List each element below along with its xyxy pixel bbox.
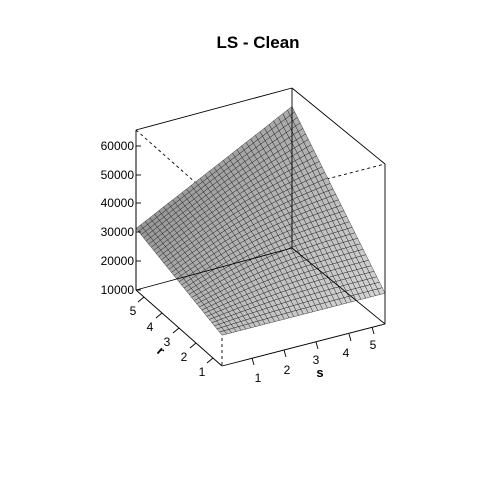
- s-tick: 3: [313, 341, 320, 367]
- box-edge-floor-front: [221, 323, 386, 367]
- z-tick: 50000: [101, 168, 141, 182]
- r-tick-label: 2: [181, 350, 188, 364]
- r-tick: 2: [181, 342, 197, 364]
- s-tick-label: 4: [343, 346, 350, 360]
- box-edge-floor-right: [291, 247, 386, 325]
- z-tick-label: 20000: [101, 254, 135, 268]
- s-tick: 4: [343, 333, 352, 360]
- s-tick-mark: [283, 349, 287, 358]
- z-tick-label: 60000: [101, 139, 135, 153]
- z-tick-label: 40000: [101, 196, 135, 210]
- r-tick-mark: [172, 327, 180, 334]
- s-axis: 1 2 3 4 5 s: [251, 326, 377, 385]
- s-tick-label: 2: [284, 363, 291, 377]
- z-axis: 10000 20000 30000 40000 50000 60000: [101, 139, 141, 297]
- r-tick-mark: [189, 342, 197, 349]
- surface-mesh: [135, 106, 386, 336]
- r-tick: 3: [164, 327, 180, 349]
- box-edge-right-top: [291, 87, 386, 165]
- box-edge-hidden-top: [135, 129, 223, 207]
- r-axis-label: r: [154, 343, 168, 358]
- z-tick-label: 30000: [101, 225, 135, 239]
- surface-cell: [377, 287, 386, 295]
- s-tick-label: 5: [370, 338, 377, 352]
- r-axis: 1 2 3 4 5 r: [130, 296, 214, 379]
- s-tick: 5: [370, 326, 377, 352]
- box-edge-back-top: [135, 87, 293, 131]
- z-tick-label: 10000: [101, 283, 135, 297]
- r-tick-mark: [206, 357, 214, 364]
- z-tick: 30000: [101, 225, 141, 239]
- z-tick: 20000: [101, 254, 141, 268]
- s-tick: 1: [251, 357, 262, 385]
- z-tick-label: 50000: [101, 168, 135, 182]
- s-tick-mark: [315, 341, 319, 350]
- s-tick-mark: [348, 333, 352, 342]
- r-tick: 1: [199, 357, 214, 379]
- s-tick-label: 3: [313, 353, 320, 367]
- z-tick: 60000: [101, 139, 141, 153]
- r-tick-mark: [155, 312, 163, 319]
- box-edge-floor-back: [135, 247, 293, 291]
- r-tick: 4: [147, 312, 163, 334]
- r-tick: 5: [130, 296, 145, 318]
- z-tick: 40000: [101, 196, 141, 210]
- s-tick-label: 1: [255, 371, 262, 385]
- chart-title: LS - Clean: [216, 33, 299, 52]
- z-tick: 10000: [101, 283, 141, 297]
- s-tick-mark: [251, 357, 255, 366]
- r-tick-label: 3: [164, 335, 171, 349]
- r-tick-label: 1: [199, 365, 206, 379]
- r-tick-mark: [137, 296, 145, 303]
- r-tick-label: 5: [130, 304, 137, 318]
- s-tick-mark: [371, 326, 375, 335]
- r-tick-label: 4: [147, 320, 154, 334]
- s-tick: 2: [283, 349, 291, 377]
- s-axis-label: s: [316, 365, 323, 380]
